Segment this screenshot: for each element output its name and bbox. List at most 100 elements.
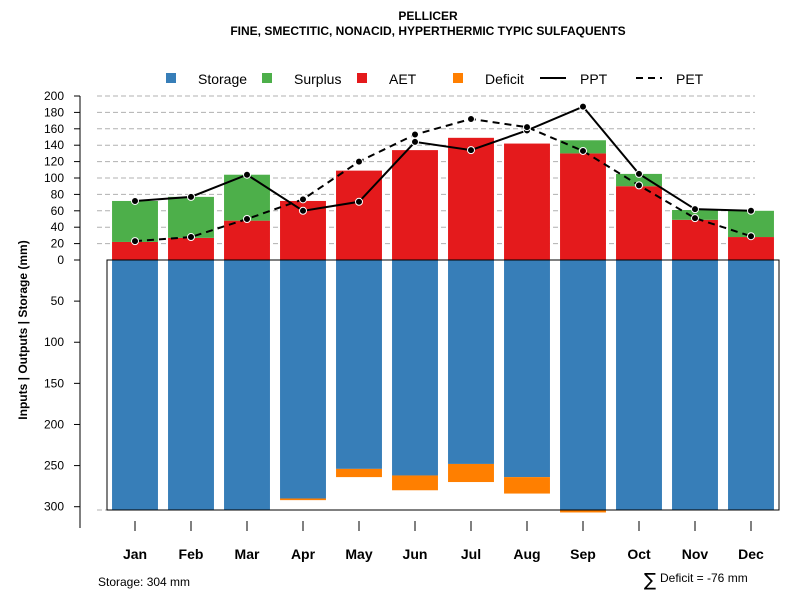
ppt-point-feb [187,192,195,201]
storage-bar-dec [728,260,774,510]
x-tick-label-dec: Dec [738,546,764,562]
deficit-bar-sep [560,510,606,513]
x-tick-label-feb: Feb [179,546,204,562]
aet-bar-oct [616,186,662,260]
legend-storage-label: Storage [198,71,247,87]
aet-bar-nov [672,219,718,260]
pet-point-aug [523,123,531,132]
chart-title: PELLICER [398,9,458,23]
legend-deficit-label: Deficit [485,71,524,87]
y-tick-label: 60 [51,204,65,218]
surplus-bar-oct [616,173,662,187]
legend-aet-label: AET [389,71,417,87]
aet-bar-jul [448,137,494,260]
ppt-point-apr [299,206,307,215]
legend-surplus-label: Surplus [294,71,341,87]
pet-point-jul [467,114,475,123]
storage-bar-may [336,260,382,469]
y-tick-label: 100 [44,171,64,185]
storage-note: Storage: 304 mm [98,575,190,589]
storage-bar-mar [224,260,270,510]
storage-bar-jun [392,260,438,476]
y-tick-label: 140 [44,138,64,152]
deficit-bar-aug [504,477,550,494]
pet-point-may [355,157,363,166]
y-tick-label: 50 [51,294,65,308]
storage-bar-aug [504,260,550,478]
y-tick-label: 100 [44,335,64,349]
deficit-note: Deficit = -76 mm [660,571,748,585]
axes: 0 20 40 60 80 100 120 140 160 180 200 50 100 150 200 25… [44,89,780,562]
pet-point-jun [411,130,419,139]
legend-ppt-label: PPT [580,71,608,87]
pet-point-jan [131,237,139,246]
storage-bar-oct [616,260,662,510]
y-tick-label: 20 [51,237,65,251]
storage-bar-jan [112,260,158,510]
y-tick-label: 300 [44,500,64,514]
surplus-bar-jan [112,200,158,242]
pet-point-apr [299,195,307,204]
aet-bar-feb [168,237,214,260]
aet-bar-jan [112,241,158,260]
y-axis-label: Inputs | Outputs | Storage (mm) [16,240,30,419]
aet-bar-jun [392,150,438,260]
sum-symbol: ∑ [644,570,656,591]
ppt-point-may [355,197,363,206]
y-tick-label: 200 [44,89,64,103]
pet-point-nov [691,214,699,223]
ppt-point-oct [635,169,643,178]
deficit-bar-may [336,468,382,478]
x-tick-label-nov: Nov [682,546,709,562]
legend-aet-swatch [357,73,367,83]
y-tick-label: 160 [44,122,64,136]
storage-bar-nov [672,260,718,510]
x-tick-label-aug: Aug [513,546,540,562]
deficit-bar-apr [280,498,326,501]
legend-storage-swatch [166,73,176,83]
series-lines [131,102,755,246]
x-tick-label-may: May [345,546,372,562]
aet-bar-dec [728,237,774,260]
x-tick-label-mar: Mar [235,546,260,562]
surplus-bar-mar [224,174,270,221]
pet-point-feb [187,233,195,242]
x-tick-label-jan: Jan [123,546,147,562]
x-tick-label-jul: Jul [461,546,481,562]
legend-surplus-swatch [262,73,272,83]
x-tick-label-apr: Apr [291,546,316,562]
legend-deficit-swatch [453,73,463,83]
y-tick-label: 80 [51,187,65,201]
y-tick-label: 200 [44,417,64,431]
ppt-point-jul [467,146,475,155]
chart-subtitle: FINE, SMECTITIC, NONACID, HYPERTHERMIC T… [230,24,625,38]
y-tick-label: 150 [44,376,64,390]
aet-bar-mar [224,220,270,260]
y-tick-label: 250 [44,459,64,473]
pet-point-oct [635,181,643,190]
x-tick-label-sep: Sep [570,546,596,562]
legend-pet-label: PET [676,71,704,87]
aet-bar-sep [560,153,606,260]
y-tick-label: 120 [44,155,64,169]
bars [112,137,774,513]
ppt-point-mar [243,170,251,179]
aet-bar-aug [504,143,550,260]
pet-line [134,117,752,243]
y-tick-label: 180 [44,105,64,119]
ppt-point-sep [579,102,587,111]
y-tick-label: 40 [51,220,65,234]
deficit-bar-jul [448,463,494,483]
pet-point-dec [747,232,755,241]
storage-bar-feb [168,260,214,510]
storage-bar-jul [448,260,494,464]
x-tick-label-jun: Jun [403,546,428,562]
x-tick-label-oct: Oct [627,546,651,562]
storage-bar-sep [560,260,606,510]
ppt-point-jan [131,196,139,205]
pet-point-sep [579,146,587,155]
ppt-point-jun [411,137,419,146]
surplus-bar-sep [560,140,606,154]
y-tick-label: 0 [57,253,64,267]
